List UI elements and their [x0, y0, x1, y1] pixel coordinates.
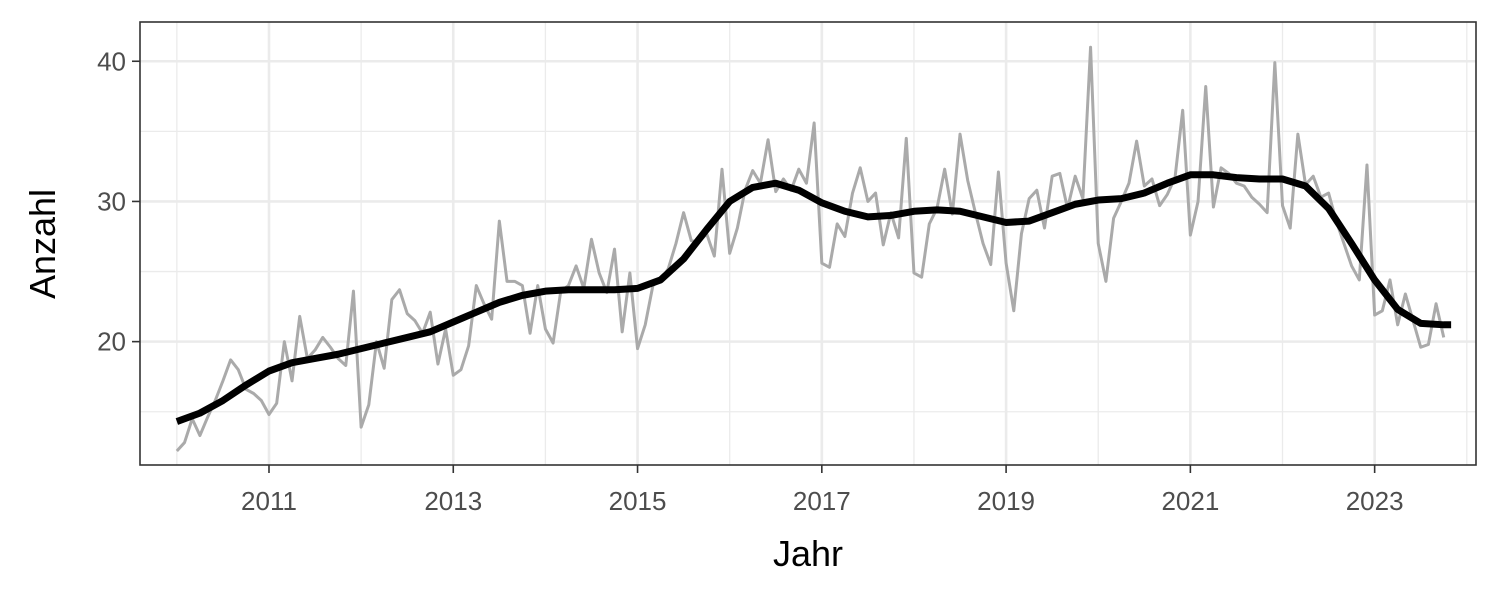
y-tick-label: 40	[97, 46, 126, 76]
x-tick-label: 2017	[793, 486, 851, 516]
y-axis-title: Anzahl	[22, 189, 63, 299]
x-tick-label: 2015	[609, 486, 667, 516]
x-axis-title: Jahr	[773, 533, 843, 574]
y-tick-label: 20	[97, 327, 126, 357]
x-tick-label: 2011	[241, 486, 297, 516]
y-tick-label: 30	[97, 186, 126, 216]
x-tick-label: 2013	[424, 486, 482, 516]
axes: 2011 2013 2015 2017 2019 2021 2023 20 30 40	[97, 46, 1403, 516]
smoothed-trend-line	[175, 171, 1452, 425]
x-tick-label: 2023	[1346, 486, 1404, 516]
x-tick-label: 2019	[977, 486, 1035, 516]
smoothed-trend	[175, 171, 1452, 425]
panel-border	[139, 21, 1477, 466]
x-tick-label: 2021	[1161, 486, 1219, 516]
